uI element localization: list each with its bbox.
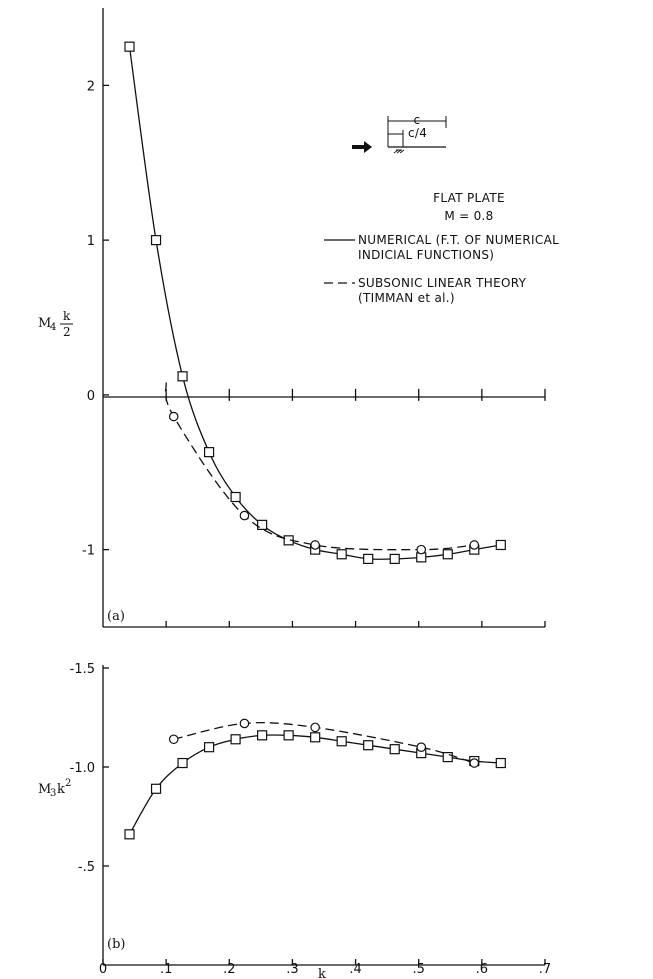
panel-a-y-tick-label: 2: [87, 79, 95, 94]
panel-b-square-point: [363, 740, 374, 751]
panel-a-square-point: [230, 491, 241, 503]
pivot-ground-hatch: [393, 149, 399, 154]
panel-b-y-label-sup: 2: [65, 778, 71, 789]
panel-b-label: (b): [107, 937, 125, 952]
quarter-chord-label: c/4: [408, 126, 427, 140]
legend-theory-line2: (TIMMAN et al.): [358, 291, 455, 305]
panel-b-y-label-sub: 3: [50, 788, 56, 799]
panel-b-x-tick-label: .4: [349, 962, 361, 977]
panel-b-square-point: [336, 736, 347, 747]
panel-b-circle-point: [310, 722, 320, 733]
panel-a-series-line-0: [128, 46, 501, 560]
panel-a-y-tick-label: 1: [87, 234, 95, 249]
panel-a-x-ticks: [165, 388, 546, 627]
panel-b-y-label-base: M: [38, 782, 51, 797]
panel-b-square-point: [177, 757, 188, 769]
panel-a-series-line-1: [164, 382, 475, 551]
panel-b-circle-point: [469, 758, 480, 768]
panel-b-circle-point: [239, 718, 250, 729]
panel-a-square-point: [150, 235, 162, 246]
panel-a-square-point: [495, 539, 506, 551]
panel-b-square-point: [230, 734, 241, 745]
panel-a-circle-point: [168, 411, 179, 422]
panel-b-series-line-1: [173, 722, 475, 764]
panel-a-y-label-den: 2: [63, 325, 71, 339]
panel-b-square-point: [124, 829, 135, 840]
chord-label: c: [414, 113, 421, 127]
panel-a-y-label: M 4 k 2: [38, 309, 73, 339]
panel-b-circle-point: [168, 734, 179, 745]
panel-a-y-label-base: M: [38, 316, 51, 331]
panel-a-square-point: [177, 371, 188, 382]
panel-b-circle-point: [416, 742, 427, 752]
pivot-ground-hatch: [399, 149, 405, 154]
panel-a-circle-point: [239, 510, 250, 521]
panel-a-circle-point: [310, 540, 320, 550]
panel-a-y-label-num: k: [63, 309, 71, 323]
airfoil-sketch: c c/4: [352, 113, 447, 154]
panel-a-circle-point: [416, 544, 427, 555]
panel-a-y-tick-label: 0: [87, 389, 95, 404]
panel-b-y-tick-label: -1.0: [70, 761, 95, 776]
panel-b-x-tick-label: .2: [223, 962, 235, 977]
panel-b-y-tick-label: -.5: [78, 860, 95, 875]
pivot-ground-hatch: [396, 149, 402, 154]
panel-b-y-label: M 3 k 2: [38, 778, 71, 799]
panel-a-square-point: [442, 549, 453, 560]
legend-numerical-line2: INDICIAL FUNCTIONS): [358, 248, 494, 262]
panel-b-square-point: [283, 730, 294, 741]
panel-b-x-tick-label: .3: [286, 962, 298, 977]
legend-numerical-line1: NUMERICAL (F.T. OF NUMERICAL: [358, 233, 559, 247]
panel-a-axes: [102, 8, 545, 628]
panel-b-series-line-0: [128, 734, 501, 835]
panel-b-series: [124, 718, 506, 840]
panel-b-y-label-k: k: [57, 782, 65, 797]
panel-b-y-ticks: -1.5 -1.0 -.5: [70, 662, 109, 875]
panel-a-square-point: [336, 549, 347, 560]
panel-a-square-point: [203, 447, 215, 458]
panel-a-y-ticks: 2 1 0 -1: [82, 79, 109, 559]
panel-b-x-tick-label: .7: [539, 962, 551, 977]
panel-a-y-label-sub: 4: [50, 322, 56, 333]
panel-b-square-point: [150, 783, 162, 794]
panel-b-x-tick-label: 0: [99, 962, 107, 977]
panel-b-square-point: [389, 744, 400, 755]
panel-b-square-point: [203, 742, 215, 753]
panel-a-label: (a): [107, 609, 125, 624]
panel-b-x-tick-label: .1: [160, 962, 172, 977]
legend-title: FLAT PLATE: [433, 191, 505, 205]
panel-b-square-point: [495, 757, 506, 769]
panel-b-x-tick-label: .6: [476, 962, 488, 977]
panel-a-square-point: [257, 519, 268, 530]
panel-b-y-tick-label: -1.5: [70, 662, 95, 677]
panel-b-square-point: [257, 730, 268, 741]
panel-b-x-label: k: [318, 967, 326, 979]
flow-arrow-icon: [352, 141, 372, 153]
panel-a-square-point: [124, 41, 135, 52]
panel-a-y-tick-label: -1: [82, 544, 95, 559]
panel-a-square-point: [363, 553, 374, 565]
legend-theory-line1: SUBSONIC LINEAR THEORY: [358, 276, 527, 290]
panel-a-circle-point: [469, 540, 480, 550]
legend-mach: M = 0.8: [444, 209, 493, 223]
panel-b-axes: [102, 665, 545, 966]
panel-b-square-point: [442, 751, 453, 763]
panel-b-x-ticks: 0 .1 .2 .3 .4 .5 .6 .7: [99, 959, 551, 977]
legend: c c/4 FLAT PLATE M = 0.8 NUMERICAL (F.T.…: [324, 113, 559, 305]
panel-a-series: [124, 41, 506, 565]
panel-b-square-point: [310, 732, 321, 743]
panel-b-x-tick-label: .5: [413, 962, 425, 977]
panel-a-square-point: [389, 553, 400, 565]
